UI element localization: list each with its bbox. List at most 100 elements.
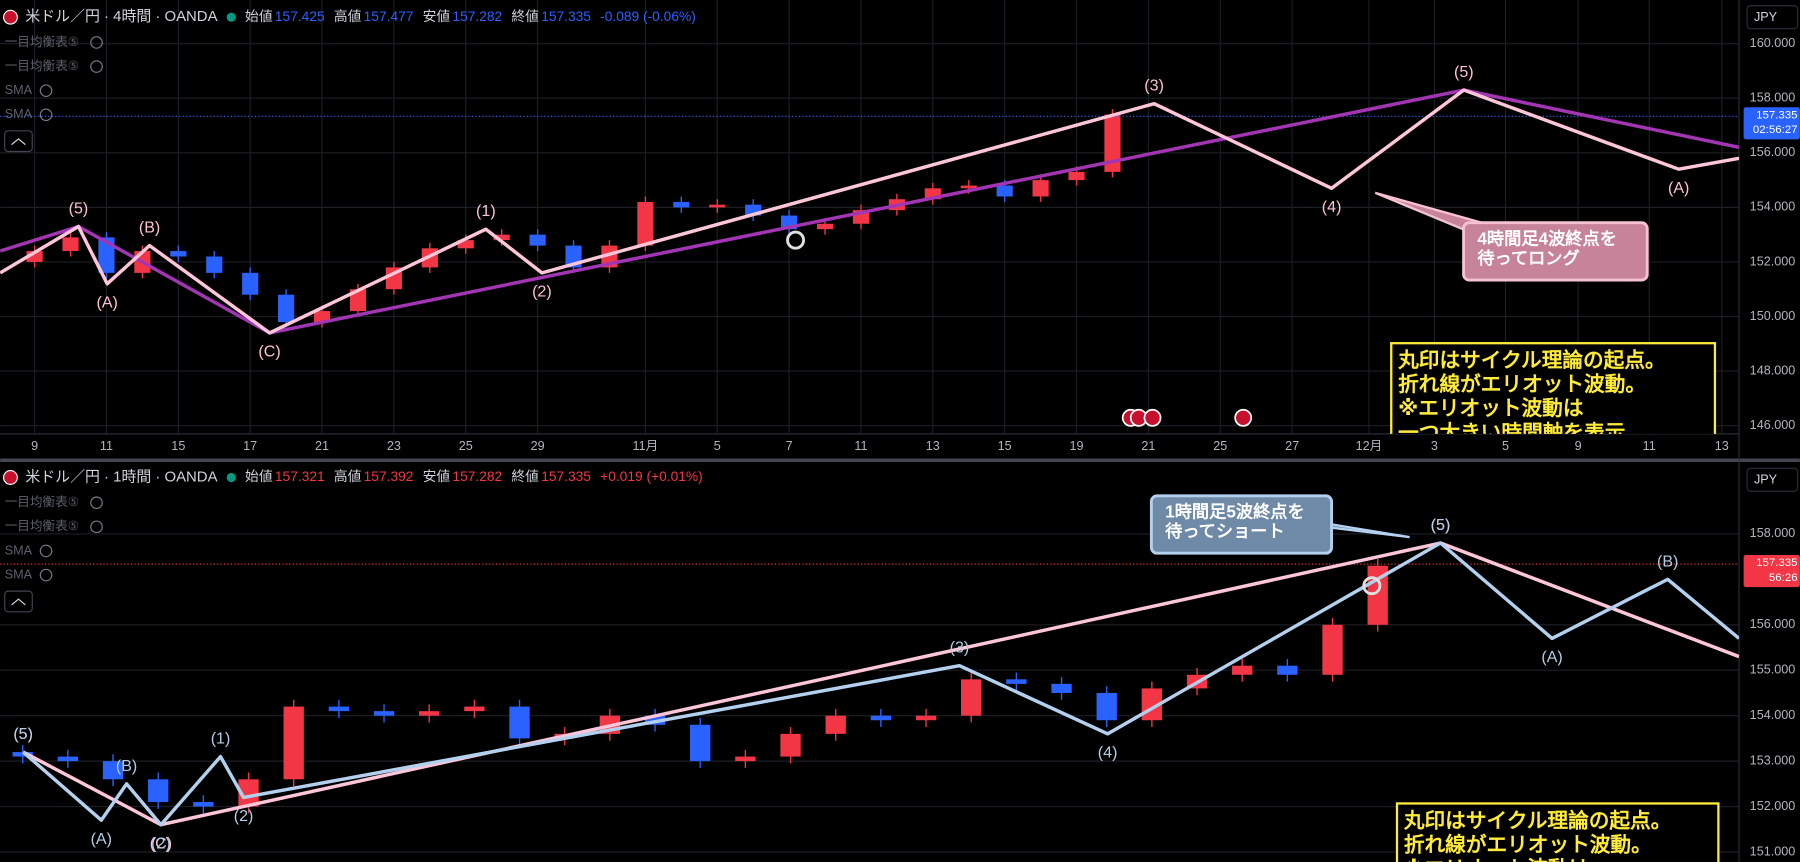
indicator-label: 一目均衡表⑤ <box>5 59 79 73</box>
cycle-marker <box>786 230 806 250</box>
candle-body <box>464 706 485 712</box>
x-tick-label: 19 <box>1070 439 1084 453</box>
countdown-label: 02:56:27 <box>1753 124 1798 136</box>
ohlc-value: 157.282 <box>452 469 502 484</box>
y-tick-label: 155.000 <box>1750 663 1796 677</box>
candle-body <box>690 724 711 762</box>
last-price-tag <box>1743 107 1800 140</box>
x-tick-label: 17 <box>243 439 257 453</box>
x-tick-label: 9 <box>31 439 38 453</box>
visibility-icon[interactable] <box>90 520 103 534</box>
change-label: +0.019 (+0.01%) <box>600 469 703 484</box>
ohlc-value: 157.335 <box>541 9 591 24</box>
candle-body <box>915 715 937 721</box>
ohlc-value: 157.335 <box>541 469 591 484</box>
collapse-button[interactable] <box>4 590 33 613</box>
event-icon[interactable] <box>1234 408 1253 427</box>
note: 丸印はサイクル理論の起点。折れ線がエリオット波動。※エリオット波動は一つ大きい時… <box>1390 342 1717 434</box>
ohlc-label: 終値 <box>511 469 539 484</box>
x-tick-label: 23 <box>387 439 401 453</box>
y-tick-label: 156.000 <box>1750 145 1796 159</box>
wave-line <box>0 88 1740 335</box>
visibility-icon[interactable] <box>39 108 53 122</box>
visibility-icon[interactable] <box>90 36 103 49</box>
note-text: 丸印はサイクル理論の起点。 <box>1403 808 1672 832</box>
change-label: -0.089 (-0.06%) <box>600 9 696 24</box>
x-tick-label: 11月 <box>633 439 659 453</box>
x-tick-label: 5 <box>714 439 721 453</box>
candle-body <box>816 223 834 230</box>
x-tick-label: 25 <box>1213 439 1227 453</box>
candle-body <box>1096 692 1117 721</box>
x-tick-label: 11 <box>1643 439 1656 453</box>
currency-button[interactable] <box>1746 467 1799 492</box>
candle-body <box>960 185 977 189</box>
indicator-label: SMA <box>5 107 33 121</box>
wave-label: (5) <box>13 725 33 743</box>
callout-text: 1時間足5波終点を <box>1165 502 1305 522</box>
note-text: 折れ線がエリオット波動。 <box>1404 832 1652 856</box>
candle-body <box>419 711 440 716</box>
ohlc-label: 安値 <box>423 9 451 24</box>
candle-body <box>148 779 169 803</box>
countdown-label: 56:26 <box>1769 572 1798 584</box>
candle-body <box>26 251 43 262</box>
visibility-icon[interactable] <box>39 84 53 97</box>
x-tick-label: 5 <box>1502 439 1509 453</box>
wave-label: (B) <box>139 219 160 237</box>
candle-body <box>328 706 350 712</box>
candle-body <box>493 234 510 241</box>
x-tick-label: 21 <box>315 439 329 453</box>
indicator-label: 一目均衡表⑤ <box>5 519 79 533</box>
ohlc-value: 157.392 <box>364 469 414 484</box>
note-box <box>1390 342 1717 434</box>
candle-body <box>349 289 367 312</box>
wave-label: (A) <box>1668 179 1689 197</box>
status-dot <box>226 472 236 483</box>
candle-body <box>1322 624 1343 675</box>
y-tick-label: 156.000 <box>1750 617 1796 631</box>
y-tick-label: 158.000 <box>1750 526 1796 540</box>
indicator-label: SMA <box>5 83 33 97</box>
x-tick-label: 13 <box>1715 439 1729 453</box>
visibility-icon[interactable] <box>39 544 53 558</box>
candle-body <box>870 715 892 721</box>
collapse-icon <box>11 598 26 606</box>
candle-body <box>102 761 124 780</box>
y-tick-label: 152.000 <box>1750 254 1796 268</box>
ohlc-label: 安値 <box>423 469 451 484</box>
currency-button[interactable] <box>1746 5 1799 30</box>
visibility-icon[interactable] <box>39 568 53 582</box>
x-tick-label: 21 <box>1141 439 1155 453</box>
x-tick-label: 9 <box>1575 439 1582 453</box>
visibility-icon[interactable] <box>90 496 103 510</box>
ohlc-label: 高値 <box>334 468 362 484</box>
collapse-icon <box>11 138 26 146</box>
wave-label: (5) <box>1431 516 1451 534</box>
currency-label[interactable]: JPY <box>1754 10 1778 24</box>
callout-text: 4時間足4波終点を <box>1477 228 1617 248</box>
x-tick-label: 3 <box>1431 439 1438 453</box>
wave-label: (A) <box>91 830 112 848</box>
candle-body <box>457 240 474 249</box>
wave-label: (C) <box>150 835 172 853</box>
visibility-icon[interactable] <box>90 60 103 73</box>
x-tick-label: 12月 <box>1356 439 1383 453</box>
cycle-marker <box>1362 576 1382 596</box>
candle-body <box>637 201 654 246</box>
last-price-label: 157.335 <box>1756 557 1797 569</box>
candle-body <box>961 679 982 716</box>
callout-text: 待ってロング <box>1477 248 1579 268</box>
event-icon[interactable] <box>1143 408 1162 427</box>
note-text: ※エリオット波動は <box>1404 856 1590 862</box>
ohlc-value: 157.477 <box>364 9 414 24</box>
wave-label: (1) <box>211 730 231 748</box>
indicator-label: SMA <box>5 567 33 581</box>
currency-label[interactable]: JPY <box>1754 473 1778 487</box>
note-box <box>1395 802 1720 862</box>
collapse-button[interactable] <box>4 130 33 153</box>
wave-label: (B) <box>1657 552 1678 570</box>
candle-body <box>1006 679 1027 684</box>
